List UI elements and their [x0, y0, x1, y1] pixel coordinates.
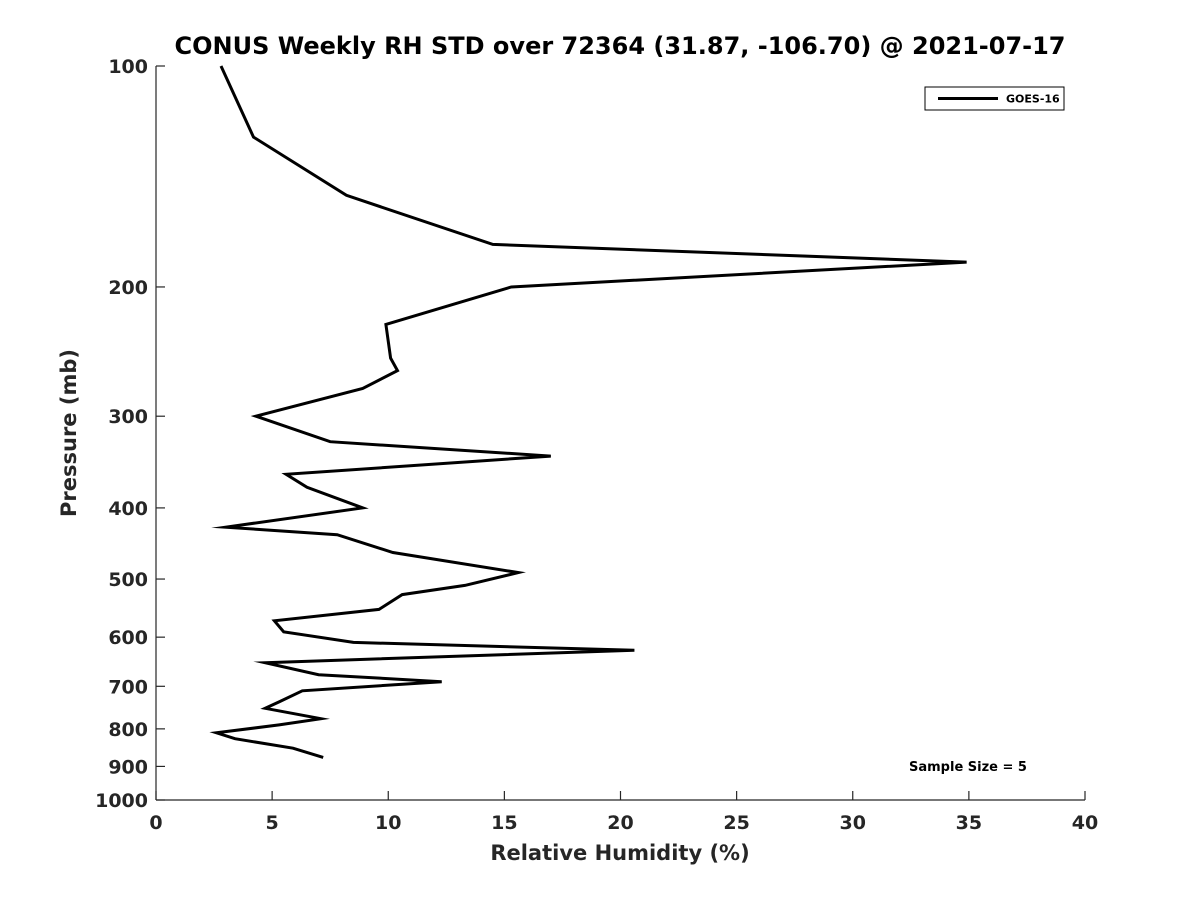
x-tick-label: 30	[840, 812, 866, 834]
y-tick-label: 900	[108, 756, 148, 778]
x-axis-label: Relative Humidity (%)	[490, 841, 749, 865]
x-tick-label: 40	[1072, 812, 1098, 834]
x-tick-label: 10	[375, 812, 401, 834]
x-tick-label: 25	[723, 812, 749, 834]
y-tick-label: 200	[108, 277, 148, 299]
y-tick-label: 500	[108, 569, 148, 591]
x-tick-label: 5	[266, 812, 279, 834]
x-tick-label: 0	[149, 812, 162, 834]
x-tick-label: 15	[491, 812, 517, 834]
y-tick-label: 1000	[95, 790, 148, 812]
y-tick-label: 700	[108, 676, 148, 698]
y-axis-label: Pressure (mb)	[57, 349, 81, 517]
y-tick-label: 600	[108, 627, 148, 649]
y-tick-label: 800	[108, 719, 148, 741]
y-tick-label: 100	[108, 56, 148, 78]
y-tick-label: 300	[108, 406, 148, 428]
series-line-goes-16	[209, 65, 967, 759]
y-tick-label: 400	[108, 498, 148, 520]
x-ticks: 0 5 10 15 20 25 30 35 40	[149, 791, 1098, 834]
series-group	[209, 65, 967, 759]
legend: GOES-16	[924, 86, 1065, 111]
sample-size-annotation: Sample Size = 5	[909, 760, 1027, 775]
y-ticks: 100 200 300 400 500 600 700 800 900 1000	[95, 56, 165, 812]
legend-entry-goes-16: GOES-16	[1006, 93, 1060, 106]
chart-title: CONUS Weekly RH STD over 72364 (31.87, -…	[174, 32, 1065, 60]
x-tick-label: 35	[956, 812, 982, 834]
x-tick-label: 20	[607, 812, 633, 834]
